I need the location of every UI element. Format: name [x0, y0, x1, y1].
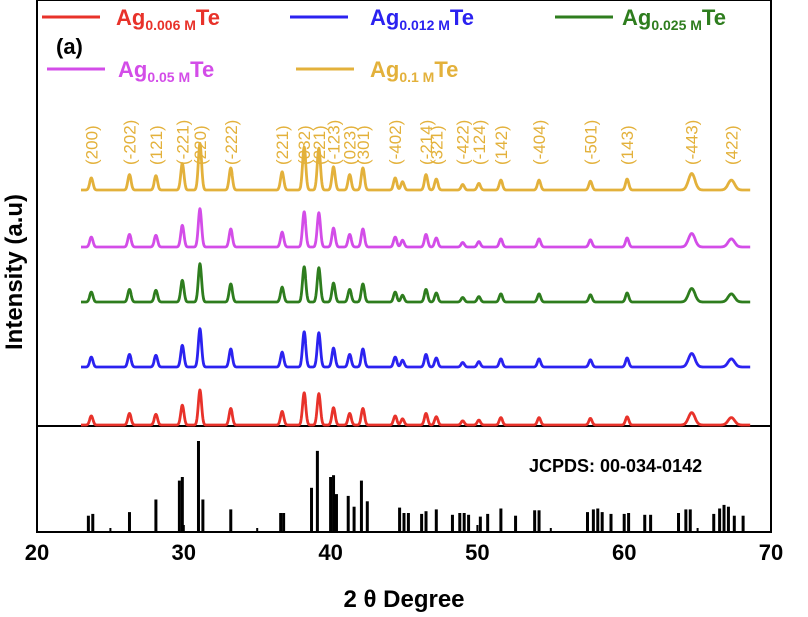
xrd-trace: [79, 327, 752, 369]
legend-entry: Ag0.05 MTe: [118, 57, 214, 85]
peak-labels: (200) (-202) (121) (-221)(220) (-222) (221) (0…: [82, 120, 741, 165]
peak-label: (142): [492, 125, 511, 165]
peak-label: (220): [191, 125, 210, 165]
x-axis: 20 30 40 50 60 70: [25, 525, 783, 565]
peak-label: (121): [147, 125, 166, 165]
legend-entry: Ag0.012 MTe: [370, 5, 474, 33]
x-axis-title: 2 θ Degree: [343, 586, 464, 613]
peak-label: (-124): [470, 120, 489, 165]
xrd-trace: [79, 141, 752, 192]
x-tick-label: 20: [25, 540, 49, 565]
peak-label: (-202): [121, 120, 140, 165]
legend-entry: Ag0.1 MTe: [370, 57, 458, 85]
peak-label: (422): [722, 125, 741, 165]
xrd-trace: [79, 207, 752, 249]
legend: Ag0.006 MTe Ag0.012 MTe Ag0.025 MTe Ag0.05 …: [42, 5, 726, 85]
peak-label: (-501): [581, 120, 600, 165]
x-tick-label: 60: [612, 540, 636, 565]
peak-label: (321): [427, 125, 446, 165]
legend-entry: Ag0.025 MTe: [622, 5, 726, 33]
peak-label: (-222): [222, 120, 241, 165]
reference-label: JCPDS: 00-034-0142: [529, 456, 702, 476]
peak-label: (221): [273, 125, 292, 165]
peak-label: (-221): [173, 120, 192, 165]
panel-label: (a): [56, 34, 83, 59]
peak-label: (143): [618, 125, 637, 165]
peak-label: (-402): [386, 120, 405, 165]
peak-label: (-214): [417, 120, 436, 165]
peak-label: (-123): [325, 120, 344, 165]
peak-label: (-422): [454, 120, 473, 165]
xrd-traces: [79, 141, 752, 427]
legend-entry: Ag0.006 MTe: [116, 5, 220, 33]
peak-label: (032): [295, 125, 314, 165]
peak-label: (-443): [683, 120, 702, 165]
peak-label: (200): [82, 125, 101, 165]
peak-label: (023): [341, 125, 360, 165]
reference-pattern: [86, 441, 745, 531]
x-tick-label: 40: [318, 540, 342, 565]
xrd-trace: [79, 262, 752, 304]
xrd-trace: [79, 388, 752, 427]
peak-label: (221): [310, 125, 329, 165]
peak-label: (301): [354, 125, 373, 165]
x-tick-label: 50: [465, 540, 489, 565]
x-tick-label: 30: [172, 540, 196, 565]
peak-label: (-404): [530, 120, 549, 165]
y-axis-title: Intensity (a.u): [1, 194, 28, 350]
x-tick-label: 70: [759, 540, 783, 565]
